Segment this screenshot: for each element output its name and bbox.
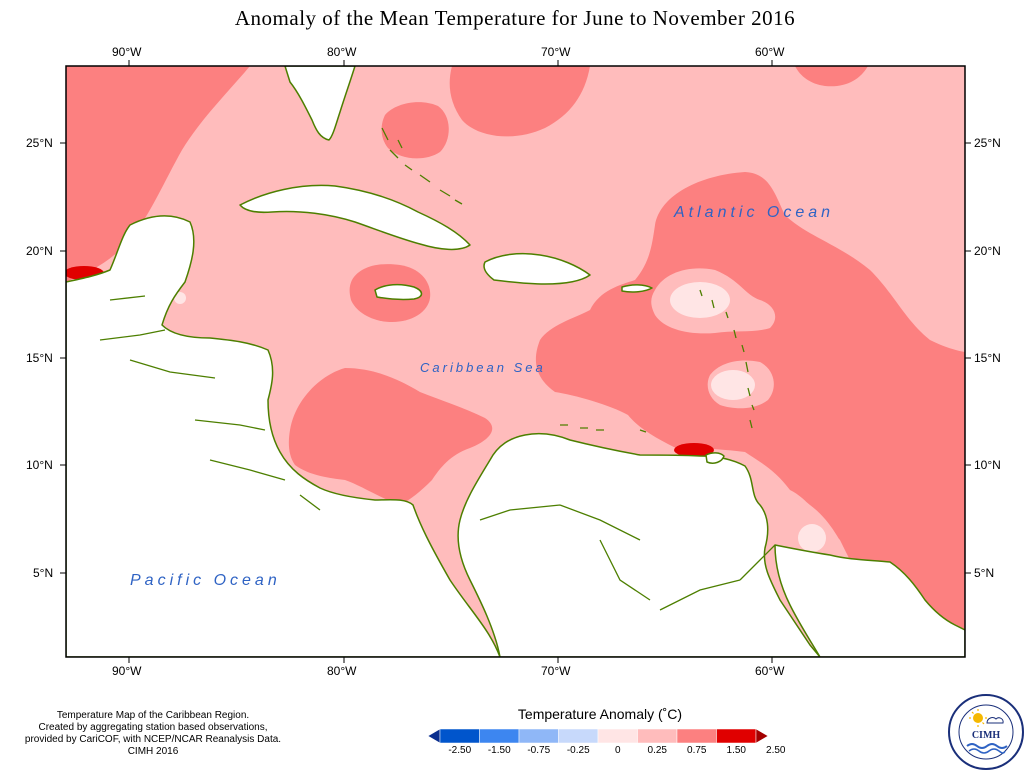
map-title: Anomaly of the Mean Temperature for June… [234, 6, 796, 30]
right-tick-10n: 10°N [974, 458, 1001, 472]
anomaly-zone-bahamas [381, 102, 449, 159]
anomaly-zone-north [449, 66, 590, 137]
coast-abc-islands [560, 424, 647, 433]
legend-label: -2.50 [448, 745, 472, 756]
left-tick-20n: 20°N [26, 244, 53, 258]
anomaly-zone-eastern-caribbean [535, 172, 965, 657]
pacific-ocean-label: Pacific Ocean [130, 572, 281, 589]
coast-bahamas [381, 127, 463, 205]
legend-cell-1 [439, 728, 480, 744]
legend-label: -0.75 [527, 745, 551, 756]
land-guianas [774, 544, 965, 657]
right-tick-5n: 5°N [974, 566, 995, 580]
legend-cell-7 [676, 728, 717, 744]
left-tick-25n: 25°N [26, 136, 53, 150]
land-mexico-central-america [66, 215, 501, 657]
right-tick-15n: 15°N [974, 351, 1001, 365]
legend-colorbar [428, 728, 768, 744]
credits-line-3: provided by CariCOF, with NCEP/NCAR Rean… [24, 734, 282, 745]
credits-line-2: Created by aggregating station based obs… [38, 722, 268, 733]
map-frame [65, 65, 966, 658]
credits-line-4: CIMH 2016 [127, 746, 179, 757]
legend-cell-3 [518, 728, 559, 744]
left-tick-5n: 5°N [33, 566, 54, 580]
cloud-icon [986, 717, 1004, 724]
anomaly-zone-gulf [66, 66, 250, 282]
bottom-tick-60w: 60°W [755, 664, 785, 678]
anomaly-light-spot-3 [711, 370, 755, 400]
top-tick-60w: 60°W [755, 45, 785, 59]
bottom-tick-70w: 70°W [541, 664, 571, 678]
cimh-logo: CIMH [948, 694, 1024, 770]
right-tick-25n: 25°N [974, 136, 1001, 150]
anomaly-light-spot-2 [670, 282, 730, 318]
border-central-america [99, 295, 321, 511]
legend-title: Temperature Anomaly (˚C) [517, 706, 683, 722]
anomaly-hotspot-trinidad [674, 443, 714, 457]
caribbean-sea-label: Caribbean Sea [420, 360, 546, 375]
legend-cell-5 [597, 728, 638, 744]
anomaly-light-spot-1 [174, 292, 186, 304]
anomaly-map [60, 60, 971, 663]
atlantic-ocean-label: Atlantic Ocean [674, 204, 835, 221]
left-tick-10n: 10°N [26, 458, 53, 472]
land-jamaica [374, 283, 423, 301]
legend-cell-max-arrow [755, 728, 768, 744]
legend-label: 1.50 [726, 745, 746, 756]
legend-cell-4 [558, 728, 599, 744]
top-tick-70w: 70°W [541, 45, 571, 59]
land-south-america [457, 432, 821, 657]
anomaly-light-spot-4 [798, 524, 826, 552]
legend-label: -0.25 [566, 745, 590, 756]
legend-cell-2 [479, 728, 520, 744]
credits-block: Temperature Map of the Caribbean Region.… [18, 710, 288, 758]
legend-label: 2.50 [766, 745, 786, 756]
bottom-tick-90w: 90°W [112, 664, 142, 678]
border-south-america [479, 504, 776, 611]
top-tick-90w: 90°W [112, 45, 142, 59]
sun-icon [969, 709, 987, 727]
coast-lesser-antilles [699, 289, 755, 429]
legend-cell-min-arrow [428, 728, 441, 744]
bottom-tick-80w: 80°W [327, 664, 357, 678]
legend-label: 0 [614, 745, 621, 756]
land-puerto-rico [621, 284, 653, 293]
anomaly-zone-central-america [288, 368, 493, 505]
legend-label: 0.75 [687, 745, 707, 756]
logo-text: CIMH [972, 730, 1001, 741]
top-tick-80w: 80°W [327, 45, 357, 59]
legend-label: -1.50 [487, 745, 511, 756]
left-tick-15n: 15°N [26, 351, 53, 365]
land-cuba [239, 184, 471, 251]
legend-label: 0.25 [647, 745, 667, 756]
legend-cell-6 [637, 728, 678, 744]
credits-line-1: Temperature Map of the Caribbean Region. [56, 710, 250, 721]
anomaly-zone-northeast [795, 66, 868, 87]
land-trinidad [705, 452, 725, 464]
right-tick-20n: 20°N [974, 244, 1001, 258]
land-florida [284, 66, 356, 141]
legend-cell-8 [716, 728, 757, 744]
land-hispaniola [483, 252, 591, 285]
wave-icon [966, 743, 1008, 749]
